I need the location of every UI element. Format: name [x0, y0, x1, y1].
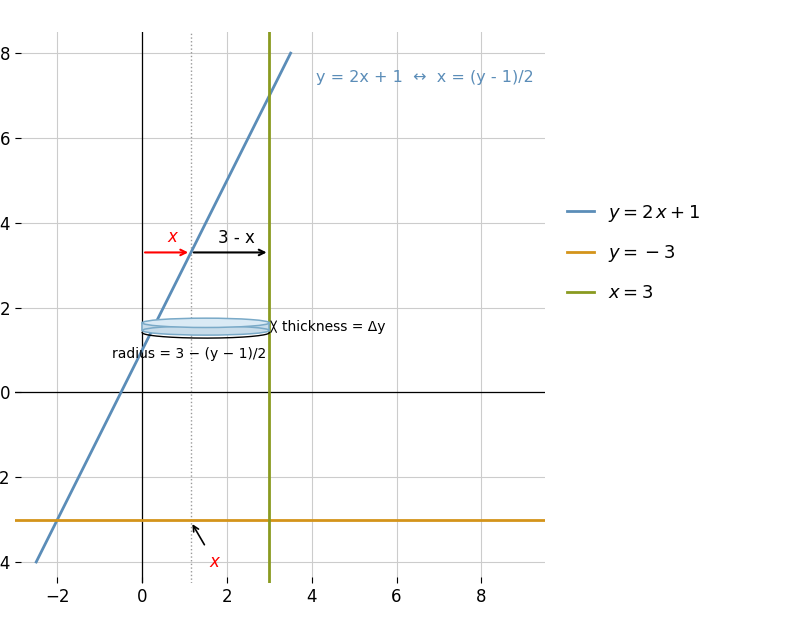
Ellipse shape — [142, 326, 270, 335]
Text: thickness = Δy: thickness = Δy — [282, 320, 386, 334]
Text: radius = 3 − (y − 1)/2: radius = 3 − (y − 1)/2 — [112, 348, 266, 361]
Text: y = 2x + 1  ↔  x = (y - 1)/2: y = 2x + 1 ↔ x = (y - 1)/2 — [316, 70, 534, 85]
Text: x: x — [167, 228, 177, 246]
Text: 3 - x: 3 - x — [218, 229, 255, 248]
Ellipse shape — [142, 318, 270, 327]
Legend: $y = 2\,x + 1$, $y = -3$, $x = 3$: $y = 2\,x + 1$, $y = -3$, $x = 3$ — [559, 195, 707, 309]
Text: x: x — [210, 553, 219, 570]
Bar — [142, 323, 270, 330]
